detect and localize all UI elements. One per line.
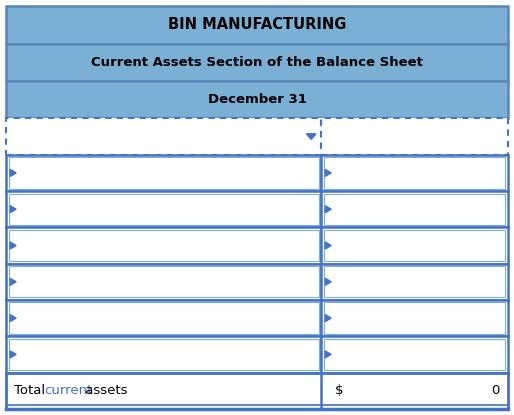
Polygon shape [325,169,331,176]
Polygon shape [10,278,16,285]
Polygon shape [10,242,16,249]
Bar [324,266,505,298]
Text: December 31: December 31 [208,93,306,106]
Bar [6,81,508,118]
Bar [6,44,508,81]
Polygon shape [325,278,331,285]
Polygon shape [325,242,331,249]
Text: Current Assets Section of the Balance Sheet: Current Assets Section of the Balance Sh… [91,56,423,69]
Bar [321,227,508,264]
Bar [9,230,319,261]
Bar [321,191,508,227]
Bar [9,303,319,334]
Polygon shape [10,315,16,322]
Bar [6,336,321,373]
Bar [6,6,508,44]
Text: current: current [44,384,93,397]
Bar [6,191,321,227]
Bar [6,264,321,300]
Bar [6,227,321,264]
Bar [9,157,319,188]
Text: Total: Total [14,384,49,397]
Text: $: $ [335,384,344,397]
Bar [324,339,505,370]
Bar [321,336,508,373]
Bar [321,155,508,191]
Polygon shape [10,169,16,176]
Bar [6,373,508,409]
Polygon shape [10,351,16,358]
Bar [324,193,505,225]
Text: BIN MANUFACTURING: BIN MANUFACTURING [168,17,346,32]
Bar [321,118,508,155]
Polygon shape [10,206,16,213]
Polygon shape [325,315,331,322]
Bar [9,193,319,225]
Bar [321,264,508,300]
Bar [321,300,508,336]
Bar [324,303,505,334]
Polygon shape [306,134,316,139]
Bar [9,339,319,370]
Bar [6,118,321,155]
Polygon shape [325,351,331,358]
Bar [9,266,319,298]
Bar [324,157,505,188]
Bar [6,300,321,336]
Text: 0: 0 [491,384,500,397]
Bar [6,155,321,191]
Text: assets: assets [81,384,127,397]
Bar [324,230,505,261]
Polygon shape [325,206,331,213]
